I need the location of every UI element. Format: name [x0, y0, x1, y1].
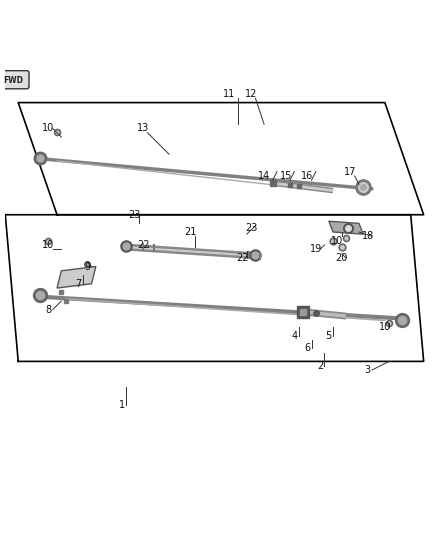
Text: 11: 11 — [223, 89, 236, 99]
Text: 5: 5 — [326, 330, 332, 341]
Text: 16: 16 — [301, 171, 313, 181]
Text: 2: 2 — [317, 361, 323, 371]
Text: 4: 4 — [291, 330, 297, 341]
Polygon shape — [329, 221, 363, 234]
Text: 6: 6 — [304, 343, 310, 353]
Text: 18: 18 — [361, 231, 374, 241]
Text: FWD: FWD — [3, 76, 23, 85]
Text: 13: 13 — [137, 124, 149, 133]
Text: 21: 21 — [184, 227, 197, 237]
Polygon shape — [57, 266, 96, 288]
Text: 14: 14 — [258, 171, 270, 181]
Text: 10: 10 — [42, 240, 55, 250]
Text: 3: 3 — [364, 365, 371, 375]
Text: 10: 10 — [379, 322, 391, 332]
Text: 17: 17 — [344, 167, 357, 176]
Text: 1: 1 — [119, 400, 125, 409]
Text: 7: 7 — [75, 279, 82, 289]
Text: 8: 8 — [46, 305, 52, 314]
Text: 12: 12 — [245, 89, 258, 99]
Text: 9: 9 — [84, 262, 90, 271]
Text: 19: 19 — [310, 244, 322, 254]
Text: 22: 22 — [236, 253, 249, 263]
Text: 15: 15 — [279, 171, 292, 181]
Text: 10: 10 — [42, 124, 55, 133]
Text: 22: 22 — [137, 240, 149, 250]
Text: 10: 10 — [331, 236, 343, 246]
Text: 20: 20 — [336, 253, 348, 263]
Text: 23: 23 — [128, 210, 141, 220]
Text: 23: 23 — [245, 223, 258, 233]
FancyBboxPatch shape — [0, 71, 29, 89]
